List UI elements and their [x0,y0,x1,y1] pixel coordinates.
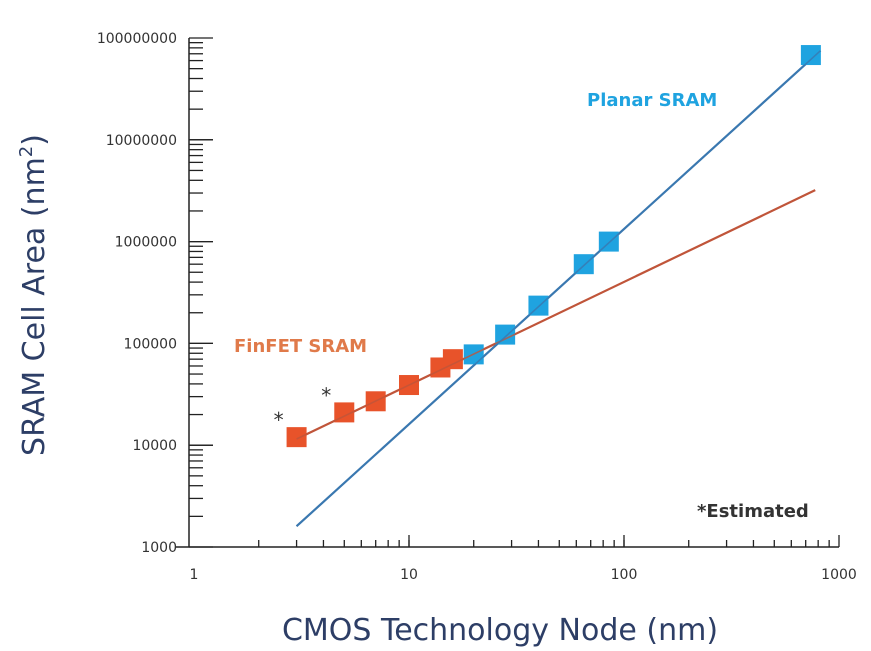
estimated-note: *Estimated [697,501,809,522]
finfet-sram-trend-overlay [296,189,816,440]
y-tick-label: 100000 [124,336,177,352]
estimated-asterisk: * [321,383,331,407]
planar-sram-trend-overlay [296,50,822,527]
planar-sram-point [495,324,516,345]
x-axis-label: CMOS Technology Node (nm) [282,613,718,648]
y-axis-label-main: SRAM Cell Area (nm [17,157,52,456]
finfet-sram-point [286,427,307,448]
y-tick-label: 10000 [132,438,177,454]
finfet-sram-point [442,349,463,370]
y-tick-label: 10000000 [106,133,177,149]
y-tick-label: 1000 [141,540,177,556]
series-label-finfet: FinFET SRAM [234,336,367,357]
planar-sram-point [800,45,821,66]
estimated-asterisk: * [274,408,284,432]
y-axis-label: SRAM Cell Area (nm2) [16,134,52,456]
x-tick-label: 1000 [821,567,857,583]
x-tick-label: 1 [190,567,199,583]
series-label-planar: Planar SRAM [587,90,717,111]
x-tick-label: 10 [400,567,418,583]
y-axis-label-close: ) [17,134,52,146]
y-axis-label-sup: 2 [16,146,37,157]
y-tick-label: 100000000 [97,31,177,47]
x-tick-label: 100 [611,567,638,583]
axes: 1 10 100 1000 1000 10000 100000 1000000 10000000… [97,31,857,583]
y-tick-label: 1000000 [115,235,177,251]
data-points: ** [274,45,822,527]
finfet-sram-point [334,402,355,423]
